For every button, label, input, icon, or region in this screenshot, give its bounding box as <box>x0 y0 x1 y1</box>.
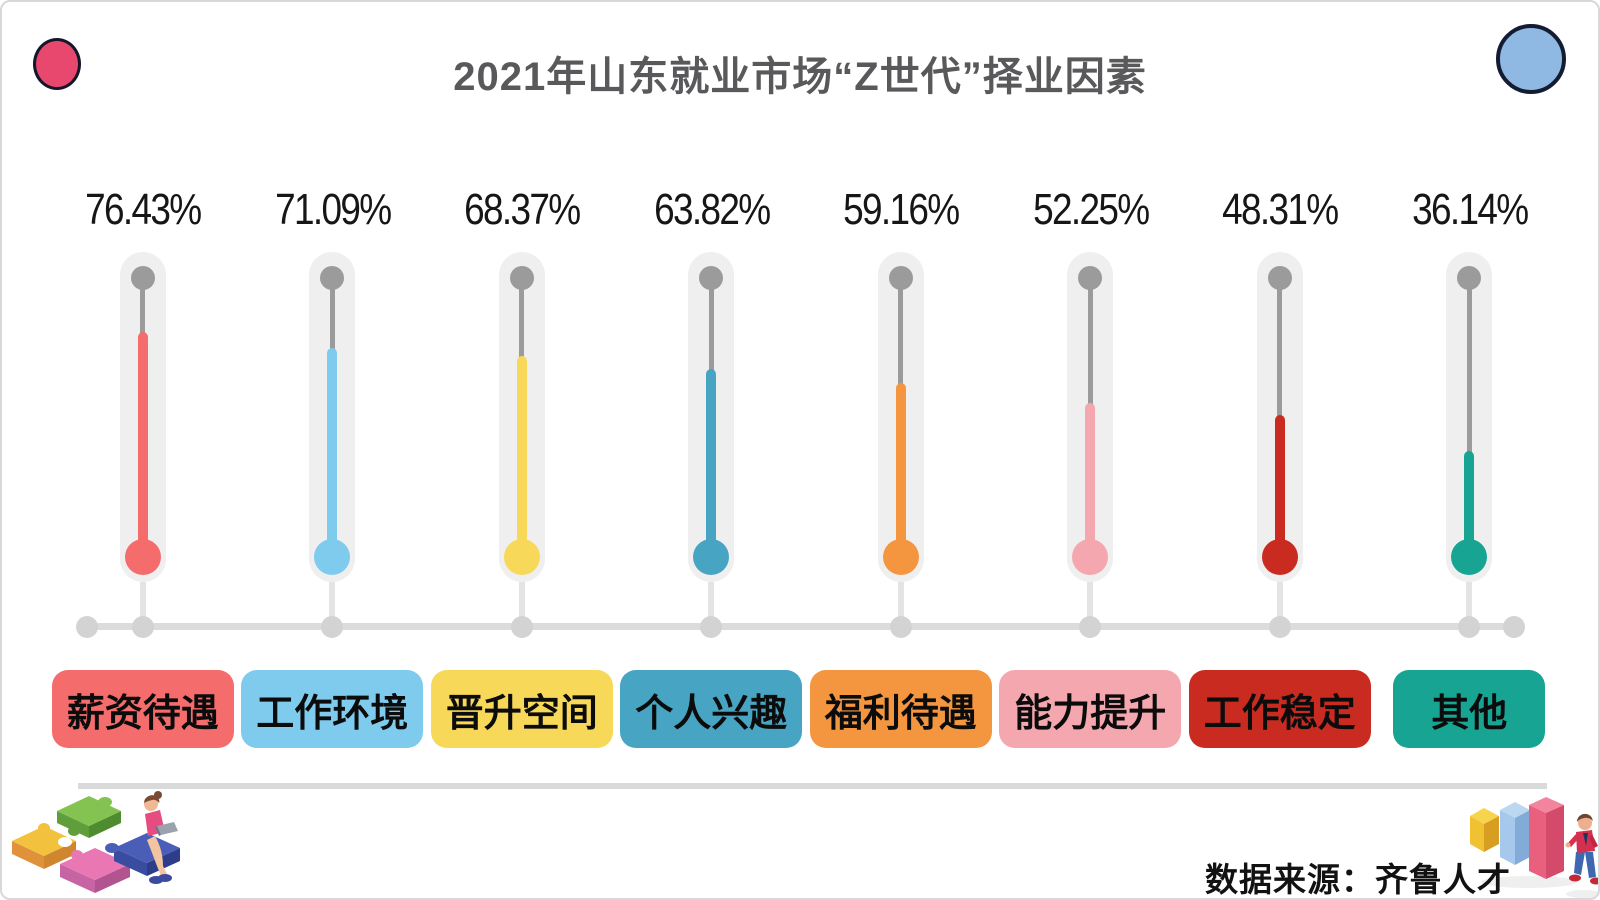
thermometer-knob <box>1078 266 1103 290</box>
bar-chart-illustration <box>1470 797 1598 898</box>
thermometer-knob <box>509 266 534 290</box>
thermometer-stem <box>140 278 146 338</box>
thermometer-fill <box>706 369 717 557</box>
thermometer-bulb <box>1072 539 1109 575</box>
thermometer-column: 76.43% 薪资待遇 <box>48 187 238 748</box>
thermometer-column: 36.14% 其他 <box>1375 187 1565 748</box>
thermometer-stem <box>1466 278 1472 457</box>
thermometer-column: 48.31% 工作稳定 <box>1185 187 1375 748</box>
thermometer-knob <box>320 266 345 290</box>
thermometer-bulb <box>503 539 540 575</box>
value-label: 36.14% <box>1411 185 1529 234</box>
axis-connector <box>1087 582 1094 628</box>
thermometer-bulb <box>693 539 730 575</box>
thermometer-fill <box>895 383 906 557</box>
value-label: 71.09% <box>274 185 392 234</box>
thermometer-stem <box>329 278 335 354</box>
category-label: 个人兴趣 <box>620 670 803 748</box>
thermometer-bulb <box>124 539 161 575</box>
thermometer-fill <box>1274 415 1285 557</box>
axis-connector <box>1466 582 1473 628</box>
thermometer-column: 68.37% 晋升空间 <box>427 187 617 748</box>
thermometer-bulb <box>1261 539 1298 575</box>
value-label: 76.43% <box>85 185 202 234</box>
category-label: 福利待遇 <box>809 670 992 748</box>
axis-tick-dot <box>510 616 533 638</box>
thermometer-chart: 76.43% 薪资待遇 71.09% 工作环境 68.37% 晋升空间 63.82% 个人兴趣… <box>48 187 1564 748</box>
puzzle-people-illustration <box>12 791 180 893</box>
thermometer-stem <box>1277 278 1283 421</box>
axis-tick-dot <box>321 616 344 638</box>
sitting-person-illustration <box>144 791 178 884</box>
footer-divider <box>78 783 1547 789</box>
axis-connector <box>329 582 336 628</box>
bar-yellow <box>1470 808 1499 852</box>
puzzle-piece-yellow <box>12 823 76 869</box>
category-label: 其他 <box>1393 670 1546 748</box>
axis-end-dot-left <box>76 616 98 638</box>
axis-tick-dot <box>700 616 723 638</box>
puzzle-piece-indigo <box>105 833 180 876</box>
thermometer-column: 63.82% 个人兴趣 <box>617 187 807 748</box>
puzzle-piece-pink <box>60 848 130 893</box>
axis-connector <box>897 582 904 628</box>
thermometer-fill <box>1085 403 1096 557</box>
x-axis-line <box>80 623 1523 630</box>
category-label: 工作环境 <box>241 670 424 748</box>
thermometer-bulb <box>882 539 919 575</box>
axis-connector <box>139 582 146 628</box>
value-label: 59.16% <box>843 185 960 234</box>
thermometer-knob <box>1267 266 1292 290</box>
thermometer-bulb <box>1451 539 1488 575</box>
chart-title: 2021年山东就业市场“Z世代”择业因素 <box>453 55 1147 99</box>
thermometer-stem <box>898 278 904 389</box>
deco-circle-pink <box>33 38 81 90</box>
axis-tick-dot <box>889 616 912 638</box>
axis-tick-dot <box>131 616 154 638</box>
thermometer-column: 52.25% 能力提升 <box>996 187 1186 748</box>
axis-connector <box>708 582 715 628</box>
value-label: 48.31% <box>1222 185 1339 234</box>
thermometer-stem <box>519 278 525 362</box>
thermometer-fill <box>327 348 338 557</box>
shadow-ellipse <box>1481 876 1577 888</box>
axis-tick-dot <box>1458 616 1481 638</box>
category-label: 薪资待遇 <box>51 670 234 748</box>
thermometer-stem <box>1087 278 1093 409</box>
axis-tick-dot <box>1268 616 1291 638</box>
axis-tick-dot <box>1079 616 1102 638</box>
thermometer-column: 71.09% 工作环境 <box>238 187 428 748</box>
thermometer-fill <box>137 332 148 557</box>
axis-connector <box>518 582 525 628</box>
category-label: 工作稳定 <box>1188 670 1371 748</box>
value-label: 63.82% <box>653 185 771 234</box>
thermometer-knob <box>888 266 913 290</box>
thermometer-knob <box>699 266 724 290</box>
walking-person-illustration <box>1565 813 1598 885</box>
bar-blue <box>1500 802 1530 865</box>
bar-pink <box>1529 797 1564 879</box>
thermometer-fill <box>516 356 527 557</box>
value-label: 68.37% <box>464 185 581 234</box>
shadow-ellipse <box>1566 890 1598 898</box>
value-label: 52.25% <box>1032 185 1150 234</box>
puzzle-piece-green <box>57 796 121 838</box>
thermometer-stem <box>708 278 714 375</box>
data-source-label: 数据来源：齐鲁人才 <box>1205 861 1511 898</box>
thermometer-knob <box>130 266 155 290</box>
axis-end-dot-right <box>1503 616 1525 638</box>
axis-connector <box>1276 582 1283 628</box>
category-label: 能力提升 <box>999 670 1182 748</box>
thermometer-fill <box>1464 451 1475 557</box>
thermometer-column: 59.16% 福利待遇 <box>806 187 996 748</box>
thermometer-bulb <box>314 539 351 575</box>
thermometer-knob <box>1457 266 1482 290</box>
deco-circle-blue <box>1496 24 1566 94</box>
category-label: 晋升空间 <box>430 670 613 748</box>
